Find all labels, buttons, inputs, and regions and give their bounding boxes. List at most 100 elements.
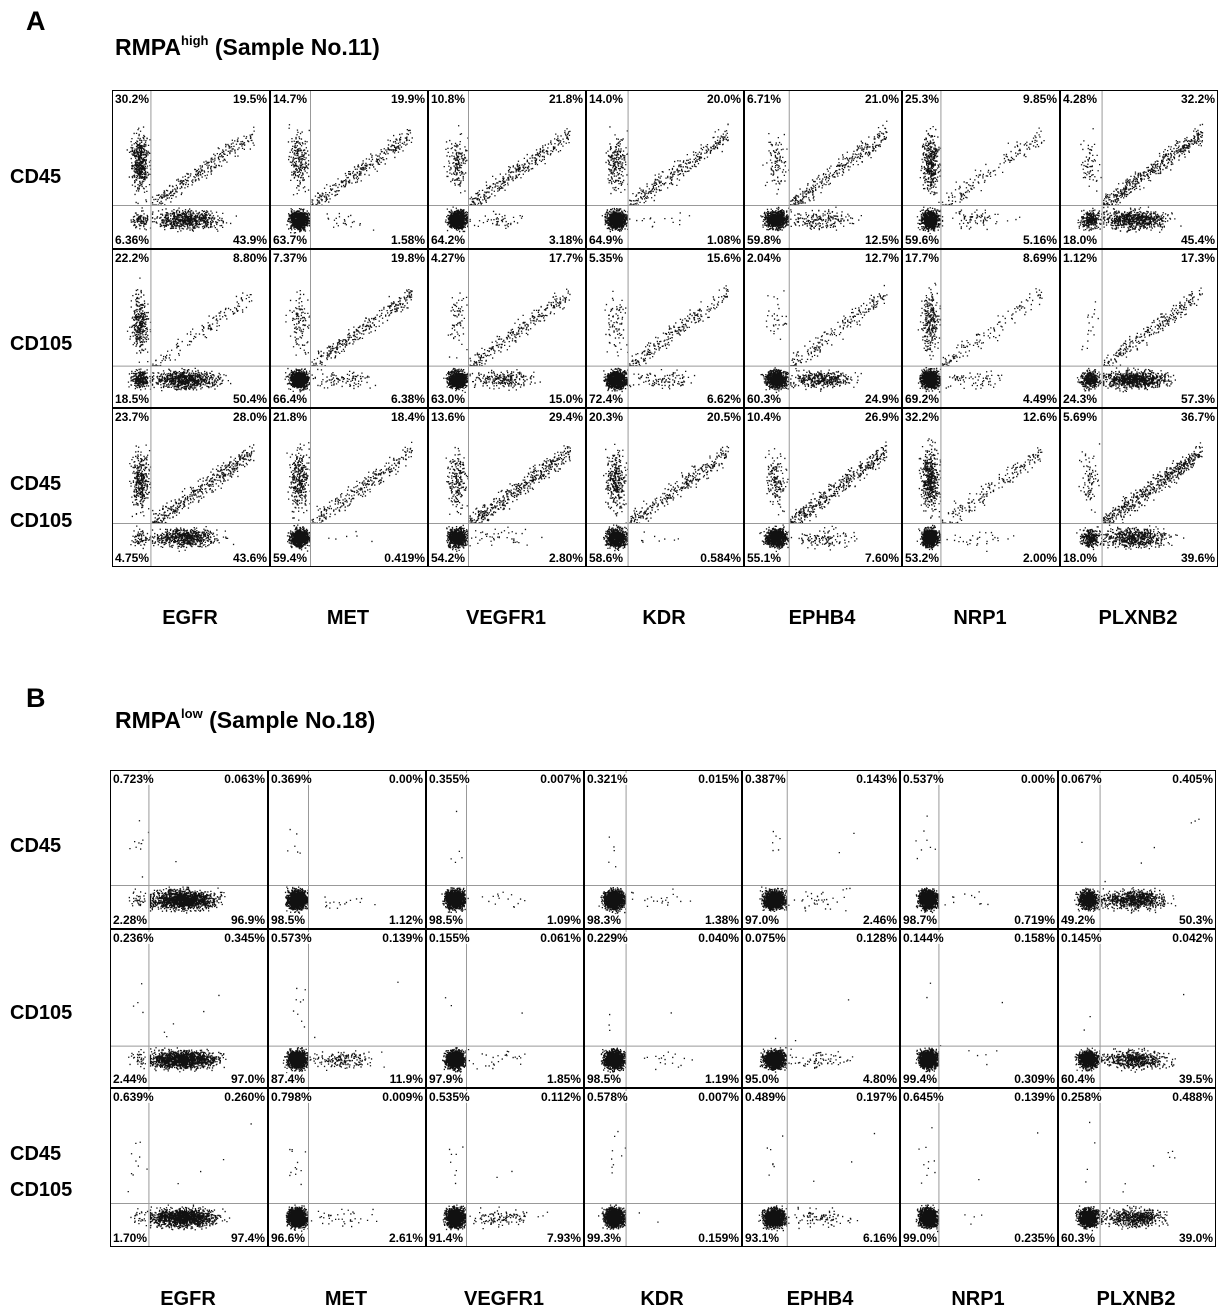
quadrant-percent-tr: 0.009% — [382, 1090, 423, 1104]
quadrant-percent-bl: 91.4% — [429, 1231, 464, 1245]
quadrant-percent-tr: 0.015% — [698, 772, 739, 786]
quadrant-percent-bl: 98.5% — [271, 913, 306, 927]
quadrant-percent-bl: 18.0% — [1063, 551, 1098, 565]
scatter-canvas — [1059, 771, 1215, 928]
row-label: CD45 — [10, 1143, 62, 1165]
quadrant-percent-tr: 9.85% — [1022, 92, 1057, 106]
quadrant-percent-tl: 10.8% — [431, 92, 466, 106]
quadrant-percent-tr: 28.0% — [232, 410, 267, 424]
column-label: EGFR — [162, 607, 218, 629]
quadrant-percent-tr: 0.260% — [224, 1090, 265, 1104]
scatter-canvas — [113, 91, 269, 248]
quadrant-percent-br: 39.6% — [1180, 551, 1215, 565]
quadrant-percent-bl: 98.3% — [587, 913, 622, 927]
column-label: EPHB4 — [786, 1288, 854, 1310]
event-dots — [1076, 442, 1203, 551]
scatter-canvas — [269, 930, 425, 1087]
dot-plot: 0.144% 0.158% 99.4% 0.309% — [900, 929, 1058, 1088]
dot-plot: 0.067% 0.405% 49.2% 50.3% — [1058, 770, 1216, 929]
dot-plot: 14.7% 19.9% 63.7% 1.58% — [270, 90, 428, 249]
quadrant-percent-br: 2.80% — [548, 551, 583, 565]
quadrant-percent-tl: 0.489% — [745, 1090, 786, 1104]
event-dots — [916, 438, 1043, 552]
quadrant-percent-bl: 18.0% — [1063, 233, 1098, 247]
panel-title-sample: (Sample No.11) — [208, 34, 380, 60]
quadrant-percent-br: 6.62% — [706, 392, 741, 406]
quadrant-percent-tl: 0.258% — [1061, 1090, 1102, 1104]
scatter-canvas — [1061, 91, 1217, 248]
quadrant-percent-br: 1.85% — [546, 1072, 581, 1086]
quadrant-percent-tr: 0.488% — [1172, 1090, 1213, 1104]
quadrant-percent-tl: 14.7% — [273, 92, 308, 106]
scatter-canvas — [901, 930, 1057, 1087]
dot-plot: 22.2% 8.80% 18.5% 50.4% — [112, 249, 270, 408]
quadrant-percent-tr: 15.6% — [706, 251, 741, 265]
quadrant-percent-tl: 20.3% — [589, 410, 624, 424]
quadrant-percent-tr: 0.042% — [1172, 931, 1213, 945]
quadrant-percent-bl: 60.4% — [1061, 1072, 1096, 1086]
event-dots — [915, 982, 1003, 1073]
event-dots — [1074, 818, 1200, 914]
event-dots — [128, 820, 226, 914]
panel-title-superscript: high — [181, 33, 209, 48]
dot-plot: 0.075% 0.128% 95.0% 4.80% — [742, 929, 900, 1088]
event-dots — [759, 441, 888, 553]
quadrant-percent-bl: 63.0% — [431, 392, 466, 406]
quadrant-percent-br: 6.16% — [862, 1231, 897, 1245]
dot-plot: 0.229% 0.040% 98.5% 1.19% — [584, 929, 742, 1088]
quadrant-percent-tr: 0.007% — [540, 772, 581, 786]
quadrant-percent-tl: 0.535% — [429, 1090, 470, 1104]
event-dots — [603, 443, 730, 552]
scatter-canvas — [743, 771, 899, 928]
quadrant-percent-tr: 0.061% — [540, 931, 581, 945]
panel-title: RMPAhigh (Sample No.11) — [115, 33, 380, 61]
quadrant-percent-tr: 26.9% — [864, 410, 899, 424]
column-label: EPHB4 — [788, 607, 856, 629]
scatter-canvas — [743, 1089, 899, 1246]
event-dots — [285, 1148, 378, 1232]
quadrant-percent-br: 39.5% — [1178, 1072, 1213, 1086]
panel-title-main: RMPA — [115, 707, 182, 733]
row-label: CD105 — [10, 510, 73, 532]
quadrant-percent-tr: 0.007% — [698, 1090, 739, 1104]
quadrant-percent-tr: 0.139% — [382, 931, 423, 945]
event-dots — [601, 123, 729, 233]
scatter-canvas — [587, 91, 743, 248]
scatter-canvas — [1059, 1089, 1215, 1246]
quadrant-percent-tl: 0.645% — [903, 1090, 944, 1104]
quadrant-percent-bl: 64.2% — [431, 233, 466, 247]
dot-plot: 0.537% 0.00% 98.7% 0.719% — [900, 770, 1058, 929]
scatter-canvas — [745, 250, 901, 407]
quadrant-percent-tl: 2.04% — [747, 251, 782, 265]
quadrant-percent-tl: 0.578% — [587, 1090, 628, 1104]
dot-plot: 30.2% 19.5% 6.36% 43.9% — [112, 90, 270, 249]
event-dots — [284, 828, 376, 914]
dot-plot: 14.0% 20.0% 64.9% 1.08% — [586, 90, 744, 249]
quadrant-percent-tl: 0.573% — [271, 931, 312, 945]
scatter-canvas — [745, 409, 901, 566]
dot-plot: 0.573% 0.139% 87.4% 11.9% — [268, 929, 426, 1088]
dot-plot: 5.69% 36.7% 18.0% 39.6% — [1060, 408, 1218, 567]
dot-plot: 7.37% 19.8% 66.4% 6.38% — [270, 249, 428, 408]
event-dots — [1074, 993, 1185, 1073]
quadrant-percent-bl: 98.5% — [429, 913, 464, 927]
dot-plot: 0.258% 0.488% 60.3% 39.0% — [1058, 1088, 1216, 1247]
quadrant-percent-br: 5.16% — [1022, 233, 1057, 247]
quadrant-percent-br: 57.3% — [1180, 392, 1215, 406]
scatter-canvas — [427, 1089, 583, 1246]
quadrant-percent-tl: 0.236% — [113, 931, 154, 945]
quadrant-percent-tl: 0.387% — [745, 772, 786, 786]
quadrant-percent-tl: 0.723% — [113, 772, 154, 786]
quadrant-percent-br: 39.0% — [1178, 1231, 1213, 1245]
quadrant-percent-tr: 12.7% — [864, 251, 899, 265]
quadrant-percent-tl: 17.7% — [905, 251, 940, 265]
quadrant-percent-br: 12.5% — [864, 233, 899, 247]
quadrant-percent-bl: 66.4% — [273, 392, 308, 406]
event-dots — [603, 285, 729, 393]
scatter-canvas — [271, 409, 427, 566]
quadrant-percent-tl: 0.355% — [429, 772, 470, 786]
quadrant-percent-bl: 93.1% — [745, 1231, 780, 1245]
scatter-canvas — [429, 409, 585, 566]
dot-plot: 0.535% 0.112% 91.4% 7.93% — [426, 1088, 584, 1247]
dot-plot: 1.12% 17.3% 24.3% 57.3% — [1060, 249, 1218, 408]
